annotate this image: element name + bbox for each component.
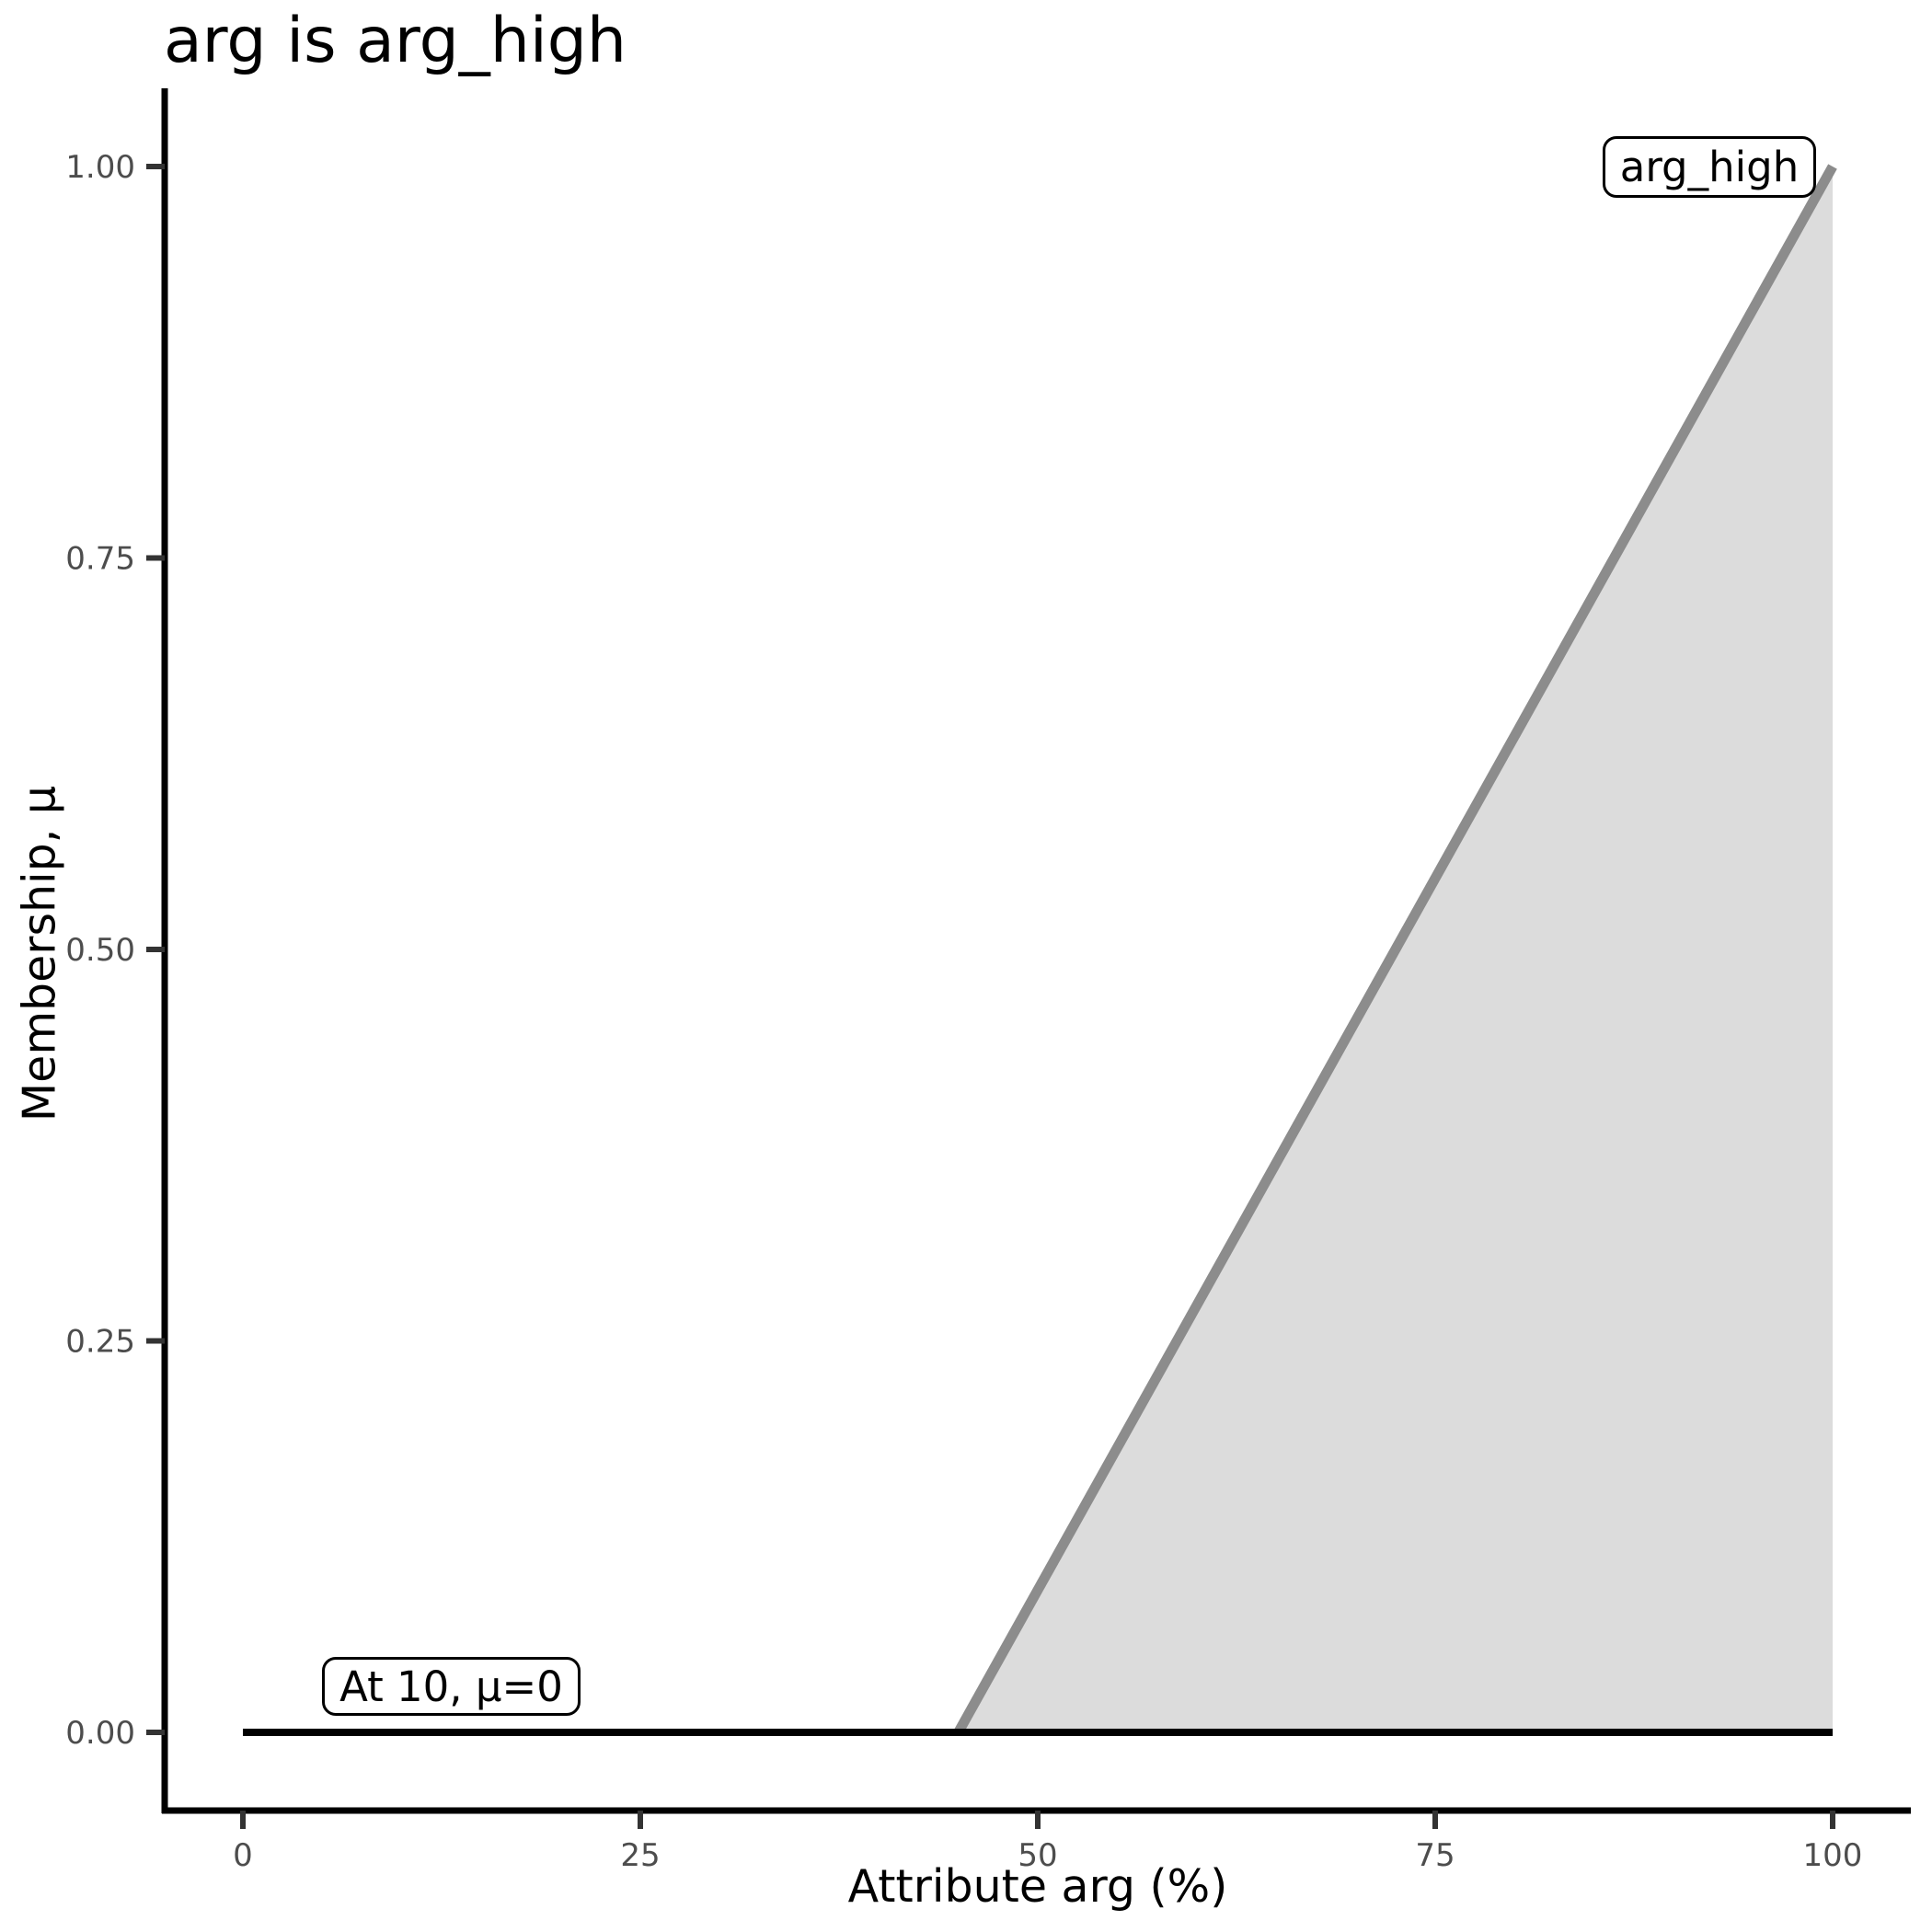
x-tick-label: 75 bbox=[1415, 1837, 1455, 1874]
x-tick-label: 25 bbox=[620, 1837, 660, 1874]
y-tick-label: 0.75 bbox=[65, 541, 135, 578]
y-tick-label: 0.00 bbox=[65, 1715, 135, 1752]
annotation-arg-high-label: arg_high bbox=[1619, 143, 1800, 191]
y-axis-title: Membership, μ bbox=[13, 785, 66, 1122]
annotation-arg-high: arg_high bbox=[1603, 136, 1816, 198]
x-tick-label: 50 bbox=[1018, 1837, 1057, 1874]
y-tick-label: 0.25 bbox=[65, 1324, 135, 1361]
annotation-at-10-mu-0-label: At 10, μ=0 bbox=[339, 1662, 563, 1711]
x-tick-label: 0 bbox=[233, 1837, 253, 1874]
y-tick-label: 0.50 bbox=[65, 932, 135, 969]
y-tick-label: 1.00 bbox=[65, 149, 135, 186]
x-tick-label: 100 bbox=[1803, 1837, 1863, 1874]
plot-title: arg is arg_high bbox=[164, 5, 627, 77]
x-axis-title: Attribute arg (%) bbox=[847, 1860, 1228, 1913]
series-line-arg_high-membership-function bbox=[953, 164, 1837, 1735]
annotation-at-10-mu-0: At 10, μ=0 bbox=[322, 1657, 581, 1716]
